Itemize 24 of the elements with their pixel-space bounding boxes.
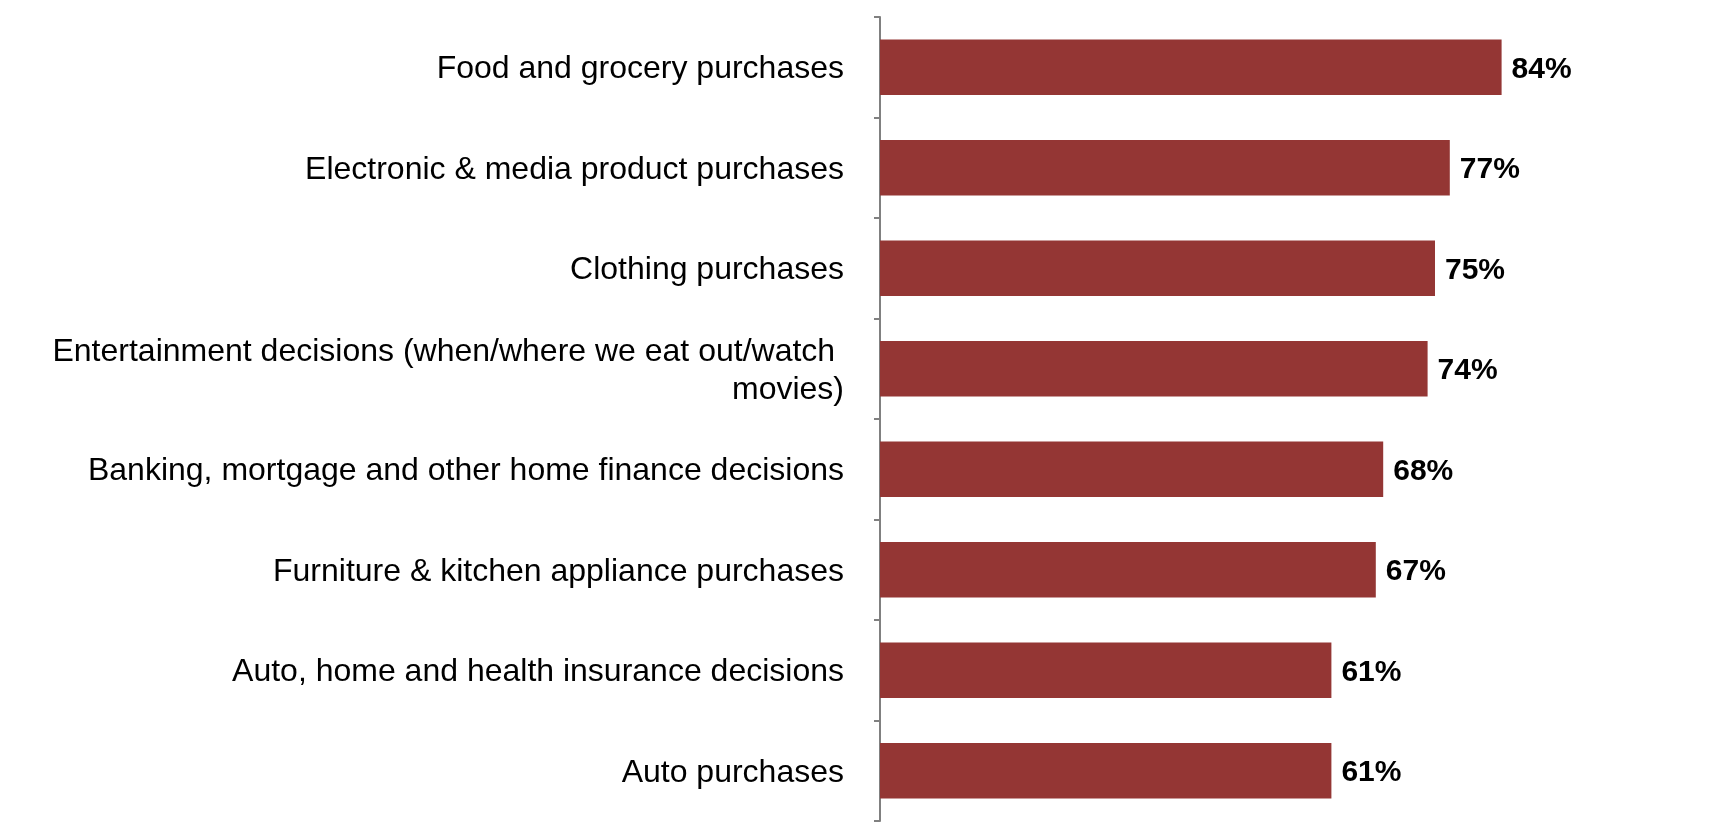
- data-label: 84%: [1511, 50, 1572, 84]
- data-label: 74%: [1437, 352, 1498, 386]
- data-label: 61%: [1341, 754, 1402, 788]
- data-label: 77%: [1459, 151, 1520, 185]
- bar: [880, 542, 1376, 598]
- bar: [880, 642, 1332, 698]
- y-tick-label: Banking, mortgage and other home finance decisions: [87, 451, 844, 488]
- bar: [880, 441, 1384, 497]
- bar: [880, 140, 1450, 196]
- bar: [880, 743, 1332, 799]
- bar: [880, 240, 1435, 296]
- y-tick-label: Food and grocery purchases: [436, 49, 844, 86]
- y-tick-label: Auto purchases: [621, 752, 844, 789]
- y-tick-label: Electronic & media product purchases: [305, 149, 844, 186]
- y-tick-label: Entertainment decisions (when/where we eat out/watch movies): [52, 331, 844, 406]
- data-label: 61%: [1341, 653, 1402, 687]
- y-tick-label: Clothing purchases: [570, 250, 844, 287]
- data-label: 75%: [1445, 251, 1506, 285]
- bar: [880, 341, 1428, 397]
- y-tick-label: Furniture & kitchen appliance purchases: [273, 551, 844, 588]
- data-label: 68%: [1393, 452, 1454, 486]
- data-label: 67%: [1385, 553, 1446, 587]
- bar: [880, 39, 1502, 95]
- y-tick-label: Auto, home and health insurance decisions: [232, 652, 844, 689]
